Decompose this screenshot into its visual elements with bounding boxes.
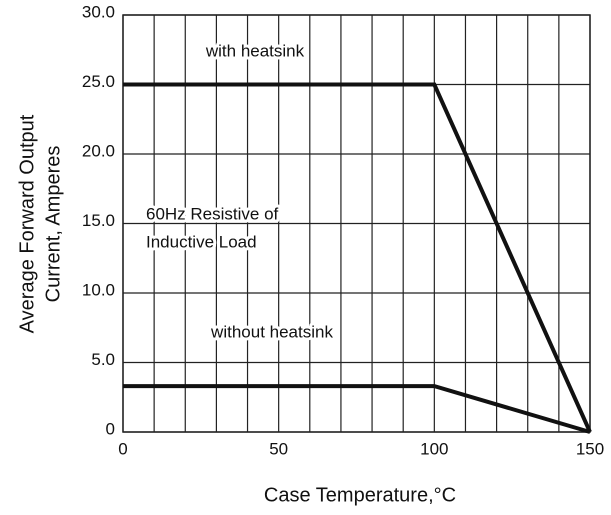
x-tick-label: 100 — [420, 439, 448, 458]
x-tick-label: 50 — [269, 439, 288, 458]
annotation: Inductive Load — [146, 232, 257, 251]
x-tick-label: 150 — [576, 439, 604, 458]
series-line — [123, 82, 592, 433]
x-axis-label: Case Temperature,°C — [264, 484, 456, 506]
y-axis-label: Current, Amperes — [42, 146, 64, 303]
y-tick-label: 5.0 — [91, 350, 115, 369]
annotation: 60Hz Resistive of — [146, 204, 279, 223]
y-tick-label: 0 — [106, 419, 115, 438]
y-tick-label: 30.0 — [82, 2, 115, 21]
y-tick-label: 25.0 — [82, 72, 115, 91]
y-tick-label: 15.0 — [82, 211, 115, 230]
annotation: without heatsink — [210, 322, 333, 341]
y-tick-label: 20.0 — [82, 141, 115, 160]
x-tick-label: 0 — [118, 439, 127, 458]
y-tick-label: 10.0 — [82, 280, 115, 299]
y-axis-label-group: Average Forward Output Current, Amperes — [16, 114, 64, 333]
series-line — [123, 384, 591, 434]
annotation: with heatsink — [205, 41, 305, 60]
y-axis-label: Average Forward Output — [16, 114, 38, 333]
plot-frame — [122, 14, 591, 433]
